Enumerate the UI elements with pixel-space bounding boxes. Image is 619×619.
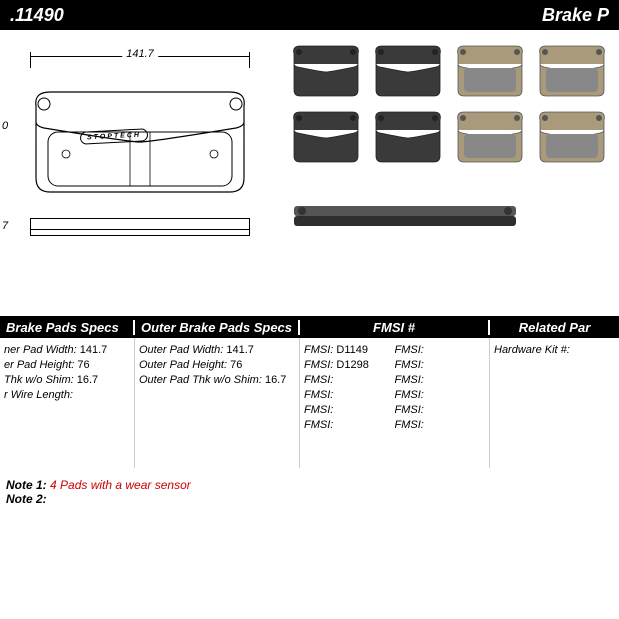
dimension-width-value: 141.7 <box>122 48 158 60</box>
spec-row: Outer Pad Height: 76 <box>139 359 295 371</box>
spec-value: 76 <box>74 359 89 371</box>
spec-label: FMSI: <box>395 374 424 386</box>
spec-body: ner Pad Width: 141.7er Pad Height: 76Thk… <box>0 338 619 468</box>
dimension-height-value: 0 <box>2 120 8 132</box>
spec-label: FMSI: <box>395 419 424 431</box>
spec-label: FMSI: <box>304 344 333 356</box>
spec-row: Hardware Kit #: <box>494 344 615 356</box>
outer-specs-heading: Outer Brake Pads Specs <box>135 320 300 335</box>
spec-row: Outer Pad Thk w/o Shim: 16.7 <box>139 374 295 386</box>
spec-value: 141.7 <box>223 344 254 356</box>
spec-label: FMSI: <box>395 344 424 356</box>
spec-value: 76 <box>227 359 242 371</box>
dimension-thickness-value: 7 <box>2 220 8 232</box>
spec-row: FMSI: <box>395 419 486 431</box>
spec-row: FMSI: <box>304 419 395 431</box>
spec-row: FMSI: <box>304 374 395 386</box>
pad-photo-back-3 <box>454 106 526 166</box>
spec-label: FMSI: <box>304 359 333 371</box>
spec-row: ner Pad Width: 141.7 <box>4 344 130 356</box>
spec-label: r Wire Length: <box>4 389 73 401</box>
photo-row-top <box>290 40 615 100</box>
spec-row: FMSI: D1298 <box>304 359 395 371</box>
spec-label: FMSI: <box>395 404 424 416</box>
diagram-area: 141.7 0 STOPTECH 7 <box>0 30 619 310</box>
spec-label: Outer Pad Thk w/o Shim: <box>139 374 262 386</box>
spec-value: 16.7 <box>262 374 286 386</box>
spec-label: FMSI: <box>304 389 333 401</box>
photo-row-bottom <box>290 106 615 166</box>
spec-label: ner Pad Width: <box>4 344 77 356</box>
note-1: Note 1: 4 Pads with a wear sensor <box>6 478 613 492</box>
spec-label: FMSI: <box>304 404 333 416</box>
pad-side-outline <box>30 218 250 236</box>
spec-row: FMSI: <box>304 404 395 416</box>
notes-section: Note 1: 4 Pads with a wear sensor Note 2… <box>0 468 619 516</box>
spec-label: er Pad Height: <box>4 359 74 371</box>
spec-label: FMSI: <box>395 389 424 401</box>
spec-row: Thk w/o Shim: 16.7 <box>4 374 130 386</box>
related-col: Hardware Kit #: <box>490 338 619 468</box>
related-heading: Related Par <box>490 320 619 335</box>
spec-row: FMSI: <box>304 389 395 401</box>
spec-label: FMSI: <box>304 419 333 431</box>
spec-value: 141.7 <box>77 344 108 356</box>
pad-photo-front-1 <box>290 40 362 100</box>
technical-drawing: 141.7 0 STOPTECH 7 <box>0 40 280 310</box>
pad-photo-back-4 <box>536 106 608 166</box>
spec-label: Thk w/o Shim: <box>4 374 74 386</box>
pad-photo-edge <box>290 202 520 230</box>
pad-photo-back-2 <box>536 40 608 100</box>
spec-row: er Pad Height: 76 <box>4 359 130 371</box>
note-2: Note 2: <box>6 492 613 506</box>
spec-row: FMSI: D1149 <box>304 344 395 356</box>
fmsi-heading: FMSI # <box>300 320 490 335</box>
pad-photo-front-3 <box>290 106 362 166</box>
spec-label: Outer Pad Width: <box>139 344 223 356</box>
spec-row: Outer Pad Width: 141.7 <box>139 344 295 356</box>
spec-label: FMSI: <box>395 359 424 371</box>
header-bar: .11490 Brake P <box>0 0 619 30</box>
note-2-label: Note 2: <box>6 492 47 506</box>
pad-photo-front-2 <box>372 40 444 100</box>
pad-front-outline <box>30 82 250 202</box>
spec-headers: Brake Pads Specs Outer Brake Pads Specs … <box>0 316 619 338</box>
inner-specs-col: ner Pad Width: 141.7er Pad Height: 76Thk… <box>0 338 135 468</box>
spec-label: Hardware Kit #: <box>494 344 570 356</box>
inner-specs-heading: Brake Pads Specs <box>0 320 135 335</box>
spec-label: Outer Pad Height: <box>139 359 227 371</box>
spec-row: FMSI: <box>395 344 486 356</box>
spec-value: 16.7 <box>74 374 98 386</box>
product-photos <box>290 40 619 310</box>
spec-value: D1298 <box>333 359 368 371</box>
fmsi-col: FMSI: D1149FMSI: D1298FMSI: FMSI: FMSI: … <box>300 338 490 468</box>
spec-label: FMSI: <box>304 374 333 386</box>
spec-row: r Wire Length: <box>4 389 130 401</box>
product-type: Brake P <box>542 5 609 26</box>
note-1-label: Note 1: <box>6 478 47 492</box>
pad-photo-front-4 <box>372 106 444 166</box>
part-number: .11490 <box>10 5 64 26</box>
spec-row: FMSI: <box>395 389 486 401</box>
spec-row: FMSI: <box>395 359 486 371</box>
note-1-text: 4 Pads with a wear sensor <box>50 478 191 492</box>
spec-row: FMSI: <box>395 374 486 386</box>
pad-photo-back-1 <box>454 40 526 100</box>
spec-value: D1149 <box>333 344 368 356</box>
spec-row: FMSI: <box>395 404 486 416</box>
outer-specs-col: Outer Pad Width: 141.7 Outer Pad Height: … <box>135 338 300 468</box>
dimension-width-line: 141.7 <box>30 52 250 68</box>
